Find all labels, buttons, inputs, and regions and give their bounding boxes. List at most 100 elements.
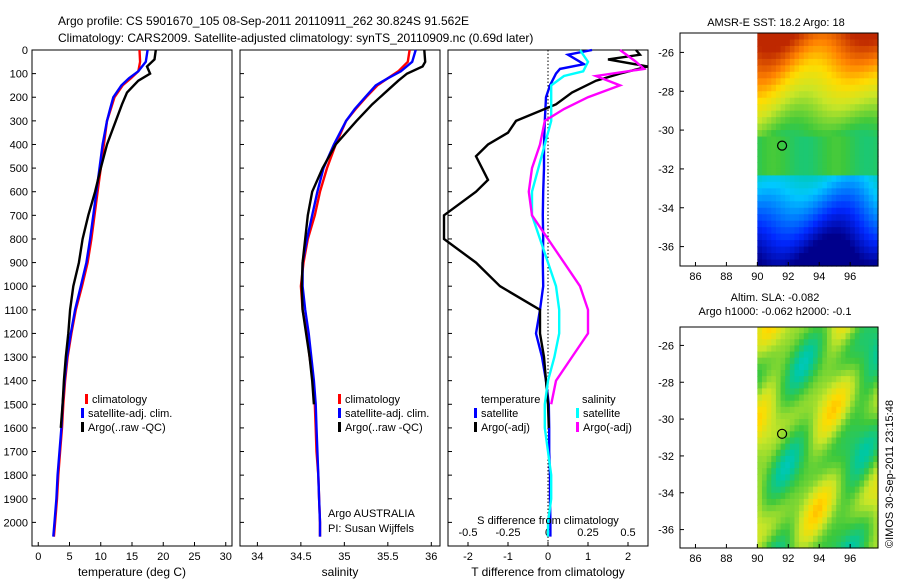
map-cell [836, 84, 842, 92]
map-cell [836, 523, 842, 531]
map-cell [803, 425, 809, 432]
map-cell [761, 486, 768, 494]
map-cell [766, 214, 772, 222]
map-cell [799, 233, 805, 241]
map-cell [864, 39, 870, 47]
map-cell [785, 462, 791, 469]
map-cell [794, 117, 800, 125]
map-cell [771, 541, 777, 549]
map-cell [822, 535, 828, 543]
map-cell [808, 227, 814, 235]
map-cell [780, 91, 786, 99]
map-cell [780, 351, 786, 359]
map-cell [854, 149, 861, 157]
map-cell [785, 91, 791, 99]
map-cell [780, 207, 786, 215]
map-cell [873, 480, 879, 488]
map-cell [803, 376, 809, 383]
map-y-tick-label: -28 [658, 377, 674, 389]
map-cell [873, 333, 879, 340]
map-cell [803, 498, 809, 506]
map-cell [817, 181, 823, 189]
map-cell [854, 523, 861, 531]
map-cell [808, 91, 814, 99]
map-cell [836, 71, 842, 79]
map-cell [850, 369, 856, 377]
map-cell [836, 233, 842, 241]
map-cell [826, 220, 833, 228]
map-y-tick-label: -26 [658, 340, 674, 352]
map-cell [789, 246, 796, 254]
map-cell [757, 406, 763, 414]
map-cell [826, 376, 833, 383]
map-cell [864, 394, 870, 402]
map-cell [771, 78, 777, 86]
map-cell [813, 65, 819, 73]
map-cell [775, 246, 782, 254]
legend-swatch-s-satellite [576, 408, 579, 418]
map-cell [873, 449, 879, 457]
map-cell [813, 227, 819, 235]
map-cell [766, 71, 772, 79]
map-cell [771, 369, 777, 377]
map-cell [794, 492, 800, 500]
map-cell [868, 462, 874, 469]
map-cell [785, 175, 791, 183]
map-cell [817, 357, 823, 365]
map-cell [757, 201, 763, 209]
s-tick-label: -0.5 [459, 527, 478, 539]
map-cell [854, 155, 861, 164]
map-cell [822, 498, 828, 506]
map-cell [794, 104, 800, 112]
map-cell [826, 541, 833, 549]
map-cell [873, 388, 879, 396]
map-cell [789, 486, 796, 494]
map-cell [826, 130, 833, 138]
map-cell [757, 529, 763, 537]
map-cell [873, 505, 879, 512]
map-cell [794, 253, 800, 261]
map-cell [859, 39, 865, 47]
map-cell [850, 233, 856, 241]
map-cell [775, 33, 782, 41]
map-cell [803, 400, 809, 408]
map-cell [766, 33, 772, 41]
map-cell [873, 541, 879, 549]
map-cell [757, 117, 763, 125]
map-cell [780, 39, 786, 47]
map-cell [854, 541, 861, 549]
map-cell [775, 492, 782, 500]
map-cell [864, 220, 870, 228]
map-cell [831, 233, 837, 241]
map-cell [757, 123, 763, 131]
map-cell [873, 394, 879, 402]
map-cell [803, 52, 809, 60]
map-cell [803, 259, 809, 267]
x-tick-label: 34 [251, 551, 263, 563]
map-cell [785, 419, 791, 426]
map-cell [794, 455, 800, 463]
map-cell [775, 511, 782, 518]
map-cell [817, 541, 823, 549]
map-cell [780, 233, 786, 241]
map-cell [859, 419, 865, 426]
map-cell [840, 468, 847, 475]
map-cell [771, 437, 777, 445]
map-cell [757, 45, 763, 54]
map-cell [761, 523, 768, 531]
map-cell [775, 388, 782, 396]
map-cell [817, 492, 823, 500]
map-cell [836, 517, 842, 525]
map-cell [859, 71, 865, 79]
map-cell [840, 437, 847, 445]
map-cell [826, 468, 833, 475]
map-cell [840, 233, 847, 241]
map-cell [859, 382, 865, 389]
map-cell [766, 162, 772, 170]
map-cell [840, 382, 847, 389]
map-cell [859, 474, 865, 482]
map-cell [817, 517, 823, 525]
map-cell [859, 246, 865, 254]
map-cell [761, 149, 768, 157]
map-cell [794, 431, 800, 439]
